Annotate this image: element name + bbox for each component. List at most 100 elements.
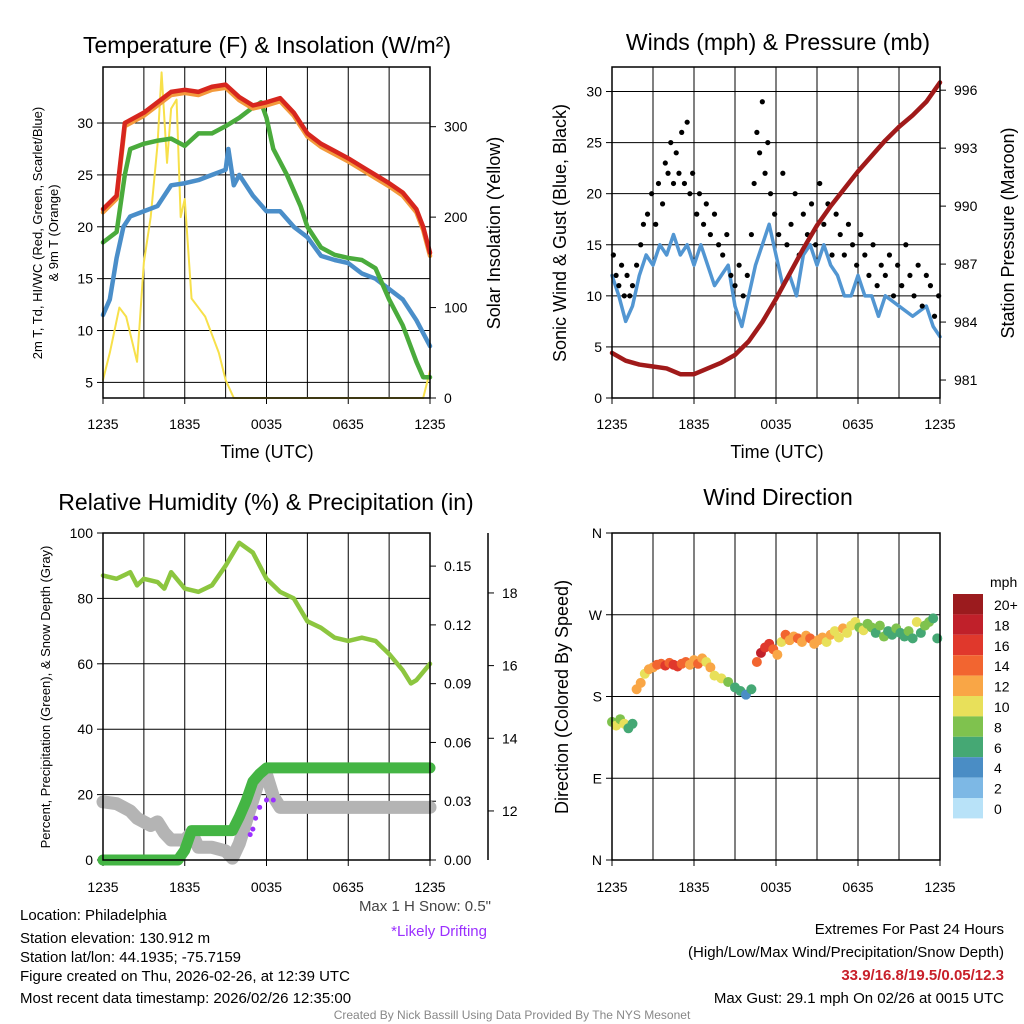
wind-chart-title: Winds (mph) & Pressure (mb)	[626, 29, 930, 55]
gust-point	[907, 272, 913, 279]
wind-direction-point	[833, 632, 844, 643]
temp-y-label-line2: & 9m T (Orange)	[46, 184, 61, 281]
gust-point	[638, 242, 644, 248]
gust-point	[728, 272, 734, 279]
credit-text: Created By Nick Bassill Using Data Provi…	[334, 1008, 691, 1022]
y-tick-label: 10	[586, 288, 602, 304]
x-tick-label: 0635	[842, 416, 873, 432]
temp-x-label: Time (UTC)	[220, 442, 313, 462]
gust-point	[792, 191, 798, 197]
y-tick-label: 40	[77, 721, 93, 737]
plot-2: 1235 1835 0035 0635 1235 0 20 40 60 80 100 0.00 0.03…	[70, 525, 518, 895]
y2-tick-label: 200	[444, 209, 468, 225]
y-tick-label: 5	[85, 374, 93, 390]
wind-direction-point	[907, 633, 918, 644]
series-station-pressure	[609, 80, 943, 377]
gust-point	[624, 272, 630, 279]
gust-point	[817, 180, 823, 187]
winddir-chart-title: Wind Direction	[703, 484, 853, 510]
y-tick-label: 100	[70, 525, 94, 541]
gust-point	[696, 191, 703, 197]
gust-point	[808, 201, 815, 207]
rh-chart-title: Relative Humidity (%) & Precipitation (i…	[58, 489, 473, 515]
y-tick-label: N	[592, 525, 602, 541]
legend-label: 16	[994, 638, 1010, 654]
y2-tick-label: 990	[954, 198, 978, 214]
gust-point	[629, 283, 636, 289]
x-tick-label: 1235	[924, 879, 955, 895]
y2-tick-label: 0	[444, 390, 452, 406]
legend-label: 10	[994, 699, 1010, 715]
y-tick-label: 20	[77, 787, 93, 803]
gust-point	[751, 180, 757, 187]
y2-tick-label: 981	[954, 372, 978, 388]
y2-tick-label: 300	[444, 119, 468, 135]
legend-label: 6	[994, 740, 1002, 756]
gust-point	[724, 231, 730, 238]
plot-0: 1235 1835 0035 0635 123551015202530010020030…	[77, 66, 468, 432]
gust-point	[644, 211, 651, 217]
legend-swatch	[953, 655, 983, 676]
gust-point	[716, 242, 722, 248]
plot-frame	[102, 532, 431, 861]
gust-point	[655, 180, 662, 187]
y-tick-label: W	[589, 607, 603, 623]
series-solar-insolation	[102, 71, 431, 399]
y-tick-label: 15	[586, 237, 602, 253]
drifting-point	[264, 797, 269, 803]
snow-tick-label: 14	[502, 730, 518, 746]
legend-swatch	[953, 757, 983, 778]
likely-drifting-text: *Likely Drifting	[391, 923, 487, 940]
gust-point	[858, 231, 864, 238]
y-tick-label: 80	[77, 590, 93, 606]
gust-point	[634, 262, 640, 268]
gust-point	[649, 191, 655, 197]
drifting-point	[257, 804, 263, 810]
gust-point	[621, 293, 627, 299]
y-tick-label: 25	[586, 135, 602, 151]
y-tick-label: E	[593, 770, 602, 786]
wind-direction-point	[842, 627, 853, 638]
wind-direction-point	[874, 620, 885, 631]
x-tick-label: 0035	[760, 416, 791, 432]
temp-y-label-line1: 2m T, Td, HI/WC (Red, Green, Scarlet/Blu…	[30, 107, 45, 359]
series-sonic-wind	[610, 222, 942, 339]
wind-direction-point	[932, 633, 943, 644]
gust-point	[762, 170, 768, 176]
gust-point	[895, 262, 901, 268]
wind-direction-point	[705, 662, 716, 673]
x-tick-label: 1835	[169, 879, 200, 895]
y2-tick-label: 987	[954, 256, 978, 272]
gust-point	[748, 231, 755, 238]
max-gust-text: Max Gust: 29.1 mph On 02/26 at 0015 UTC	[714, 990, 1004, 1007]
wind-direction-point	[821, 637, 832, 647]
precip-tick-label: 0.15	[444, 558, 471, 574]
legend-label: 8	[994, 719, 1002, 735]
gust-point	[668, 139, 674, 146]
gust-point	[800, 211, 806, 217]
x-tick-label: 1835	[678, 416, 709, 432]
gust-point	[882, 272, 888, 279]
gust-point	[829, 252, 835, 258]
gust-point	[845, 221, 852, 227]
gust-point	[788, 221, 794, 227]
x-tick-label: 0035	[760, 879, 791, 895]
gust-point	[776, 231, 782, 238]
drifting-point	[253, 815, 259, 821]
extremes-title: Extremes For Past 24 Hours	[815, 921, 1004, 938]
gust-point	[687, 191, 693, 197]
gust-point	[732, 283, 738, 289]
plot-1: 1235 1835 0035 0635 1235 0 5 10 15 20 25 30 981 984 98…	[586, 66, 978, 432]
gust-point	[923, 272, 929, 279]
gust-point	[874, 283, 880, 289]
wind-direction-point	[776, 637, 787, 647]
gust-point	[866, 272, 872, 279]
gust-point	[676, 170, 682, 176]
y-tick-label: 60	[77, 656, 93, 672]
x-tick-label: 1235	[596, 416, 627, 432]
gust-point	[915, 262, 921, 268]
plot-frame	[611, 532, 941, 861]
x-tick-label: 1235	[87, 416, 118, 432]
y-tick-label: 15	[77, 271, 93, 287]
